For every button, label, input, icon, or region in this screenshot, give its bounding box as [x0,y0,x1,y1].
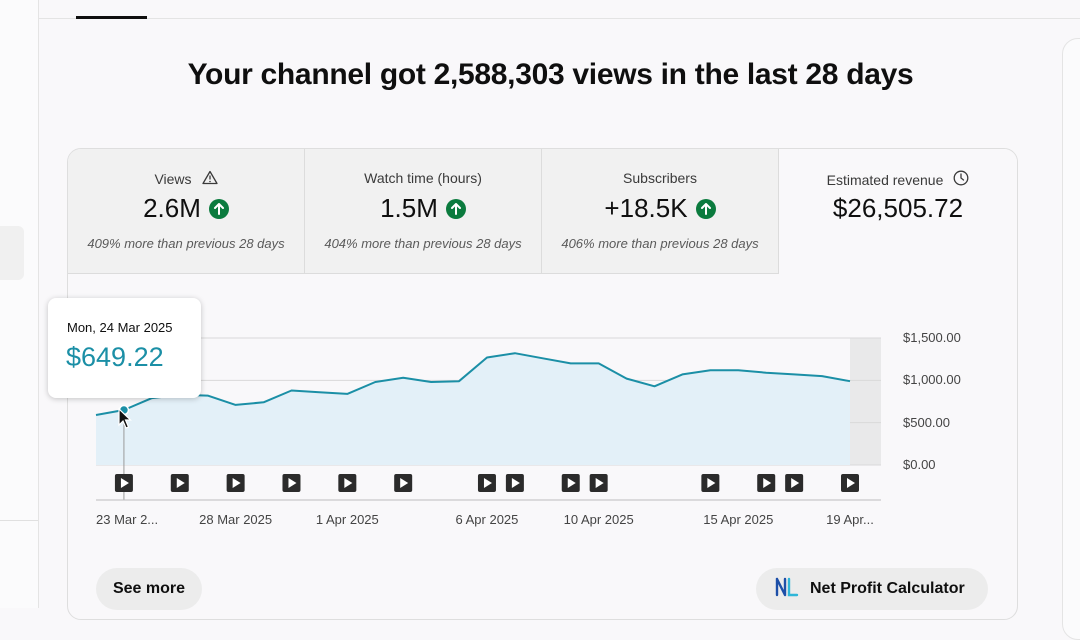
x-tick-label: 23 Mar 2... [96,512,159,527]
metric-comparison: 406% more than previous 28 days [561,236,759,251]
x-tick-label: 1 Apr 2025 [315,512,379,527]
y-tick-label: $500.00 [903,414,950,430]
revenue-chart[interactable] [0,0,1080,608]
tooltip-value: $649.22 [66,342,164,372]
video-marker-icon[interactable] [841,474,859,492]
see-more-button[interactable]: See more [96,568,202,610]
metric-tab-watch-time[interactable]: Watch time (hours) 1.5M 404% more than p… [305,149,542,274]
video-marker-icon[interactable] [477,474,496,492]
sidebar-divider [0,520,38,521]
arrow-up-icon [445,198,466,219]
net-profit-label: Net Profit Calculator [810,580,965,597]
metric-comparison: 409% more than previous 28 days [87,236,285,251]
x-tick-label: 15 Apr 2025 [703,512,774,527]
active-tab-indicator [76,16,147,19]
video-marker-icon[interactable] [226,474,245,492]
revenue-line [95,352,851,416]
metric-label: Estimated revenue [826,171,944,188]
tooltip-date: Mon, 24 Mar 2025 [67,320,173,335]
video-marker-icon[interactable] [394,474,413,492]
x-tick-label: 19 Apr... [826,512,874,527]
video-marker-icon[interactable] [757,474,776,492]
metric-value: $26,505.72 [832,193,964,223]
nexlev-logo-icon [774,575,800,604]
mouse-cursor-icon [118,408,132,429]
metric-value: 2.6M [143,193,201,223]
metric-tab-subscribers[interactable]: Subscribers +18.5K 406% more than previo… [542,149,779,274]
video-marker-icon[interactable] [561,474,580,492]
clock-icon[interactable] [953,170,969,189]
video-marker-icon[interactable] [282,474,301,492]
left-sidebar [0,0,39,608]
metric-comparison: 404% more than previous 28 days [324,236,522,251]
chart-tooltip: Mon, 24 Mar 2025 $649.22 [48,298,201,398]
metric-value: 1.5M [380,193,438,223]
metric-label: Watch time (hours) [364,170,482,186]
x-tick-label: 10 Apr 2025 [563,512,634,527]
video-marker-icon[interactable] [114,474,133,492]
video-marker-icon[interactable] [589,474,608,492]
revenue-area [96,353,850,465]
y-tick-label: $1,000.00 [903,372,961,388]
video-marker-icon[interactable] [785,474,804,492]
x-tick-label: 28 Mar 2025 [199,512,273,527]
incomplete-period-shade [850,338,881,465]
video-marker-icon[interactable] [338,474,357,492]
metric-label: Subscribers [623,170,697,186]
arrow-up-icon [208,198,229,219]
sidebar-item[interactable] [0,226,24,280]
metric-value: +18.5K [604,193,688,223]
video-marker-icon[interactable] [170,474,189,492]
tabs-divider [39,18,1080,19]
metric-tab-revenue[interactable]: Estimated revenue $26,505.72 [779,149,1017,274]
video-marker-icon[interactable] [701,474,720,492]
y-tick-label: $1,500.00 [903,330,961,345]
metric-label: Views [154,171,192,187]
metric-tab-views[interactable]: Views 2.6M 409% more than previous 28 da… [68,149,305,274]
video-marker-icon[interactable] [505,474,524,492]
arrow-up-icon [695,198,716,219]
x-tick-label: 6 Apr 2025 [455,512,519,527]
page-title: Your channel got 2,588,303 views in the … [187,58,914,91]
metric-tabs: Views 2.6M 409% more than previous 28 da… [68,149,1017,274]
net-profit-calculator-button[interactable]: Net Profit Calculator [756,568,988,610]
y-tick-label: $0.00 [903,457,936,472]
warning-icon[interactable] [201,170,218,188]
